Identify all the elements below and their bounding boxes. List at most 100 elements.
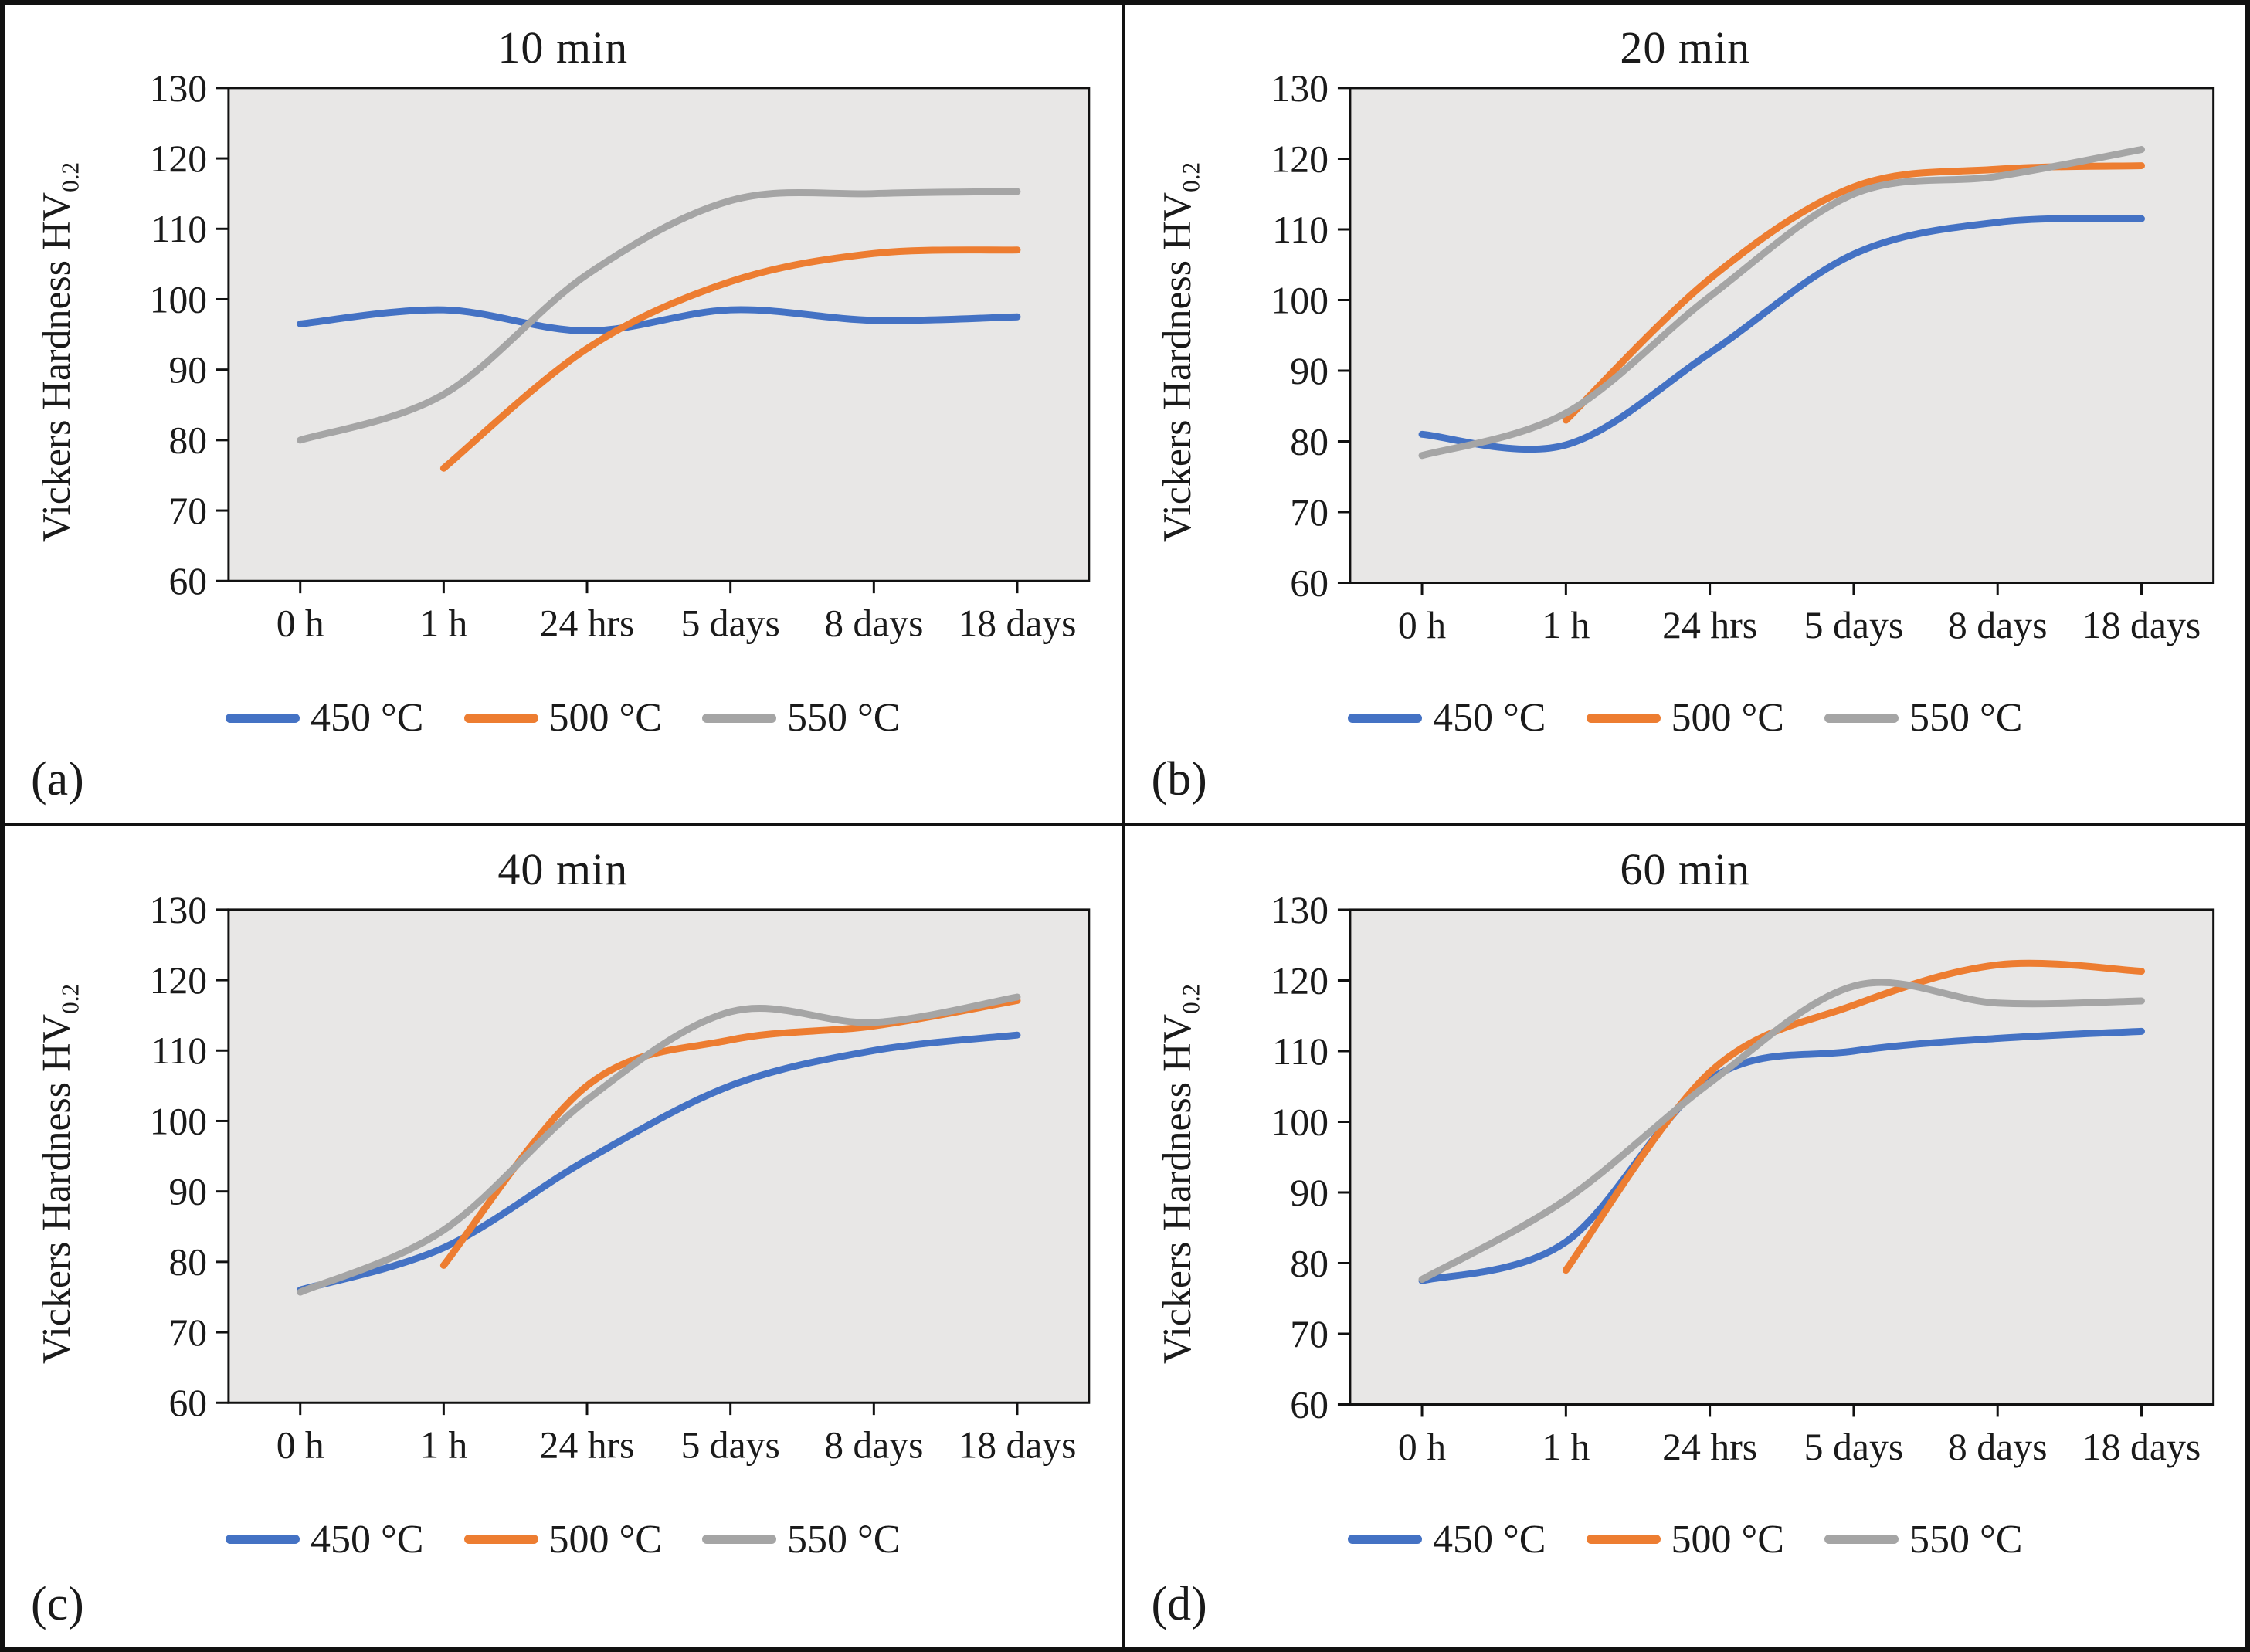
x-tick-label: 24 hrs [1662, 1426, 1757, 1468]
plot-area [227, 87, 1091, 582]
y-tick-label: 110 [1272, 209, 1329, 251]
legend-label: 500 °C [1671, 696, 1784, 740]
chart-title: 20 min [1620, 22, 1751, 73]
x-tick-label: 5 days [681, 602, 780, 645]
y-tick-label: 70 [168, 490, 207, 532]
y-tick-label: 60 [1290, 561, 1329, 604]
legend-line-swatch-550c [1824, 1535, 1899, 1544]
chart-canvas: 60 70 80 90 100 110 120 130 0 h 1 h 24 hrs 5 days 8 … [1271, 897, 2214, 1468]
y-tick-label: 110 [151, 208, 207, 250]
y-tick-label: 80 [168, 419, 207, 462]
legend-item-450c: 450 °C [1348, 1517, 1546, 1562]
y-tick-label: 100 [150, 1100, 207, 1142]
y-tick-label: 60 [1290, 1383, 1329, 1426]
legend-label: 450 °C [1433, 1517, 1546, 1562]
y-tick-label: 90 [1290, 350, 1329, 392]
x-tick-label: 0 h [1397, 1426, 1445, 1468]
legend-label: 550 °C [786, 1517, 901, 1562]
y-tick-label: 70 [168, 1311, 207, 1353]
y-tick-label: 120 [1271, 959, 1329, 1002]
legend-item-550c: 550 °C [1824, 1517, 2022, 1562]
legend-line-swatch-500c [463, 713, 538, 723]
y-tick-label: 60 [168, 1382, 207, 1424]
y-tick-label: 90 [168, 349, 207, 392]
y-tick-label: 130 [1271, 76, 1329, 110]
panel-letter: (a) [31, 752, 84, 806]
panel-b-20min: 20 min Vickers Hardness HV0.2 60 70 80 90 10… [1125, 5, 2246, 826]
series-line-550c [1418, 979, 2145, 1283]
legend-item-550c: 550 °C [1824, 695, 2022, 741]
legend-label: 450 °C [311, 1517, 424, 1562]
legend-item-500c: 500 °C [1586, 695, 1784, 741]
x-tick-label: 8 days [824, 602, 923, 645]
x-tick-label: 24 hrs [540, 602, 635, 645]
legend-line-swatch-500c [1586, 713, 1661, 723]
plot-area [1348, 87, 2214, 585]
legend-line-swatch-500c [1586, 1535, 1661, 1544]
legend-item-450c: 450 °C [226, 1517, 424, 1562]
x-tick-label: 5 days [1804, 604, 1903, 646]
chart-canvas: 60 70 80 90 100 110 120 130 0 h 1 h 24 hrs 5 days 8 … [150, 76, 1091, 645]
series-line-500c [439, 246, 1021, 472]
series-line-550c [297, 188, 1021, 444]
legend-label: 550 °C [1909, 1517, 2023, 1562]
y-tick-label: 120 [1271, 137, 1329, 180]
legend-line-swatch-450c [1348, 1535, 1423, 1544]
y-tick-label: 100 [150, 278, 207, 321]
x-tick-label: 18 days [958, 602, 1076, 645]
legend-label: 500 °C [1671, 1517, 1784, 1562]
x-tick-label: 5 days [681, 1423, 780, 1466]
series-line-550c [297, 992, 1021, 1296]
y-tick-label: 80 [168, 1240, 207, 1283]
chart-legend: 450 °C 500 °C 550 °C [1125, 695, 2246, 741]
x-tick-label: 24 hrs [540, 1423, 635, 1466]
chart-title: 60 min [1620, 843, 1751, 894]
chart-title: 10 min [497, 22, 629, 73]
legend-item-550c: 550 °C [701, 695, 901, 741]
y-tick-label: 90 [1290, 1171, 1329, 1213]
chart-title: 40 min [497, 843, 629, 894]
legend-line-swatch-500c [463, 1535, 538, 1544]
y-tick-label: 100 [1271, 279, 1329, 321]
panel-letter: (b) [1151, 752, 1207, 806]
panel-d-60min: 60 min Vickers Hardness HV0.2 60 70 80 90 10… [1125, 826, 2245, 1647]
legend-item-450c: 450 °C [226, 695, 424, 741]
legend-line-swatch-450c [226, 1535, 300, 1544]
y-tick-label: 80 [1290, 420, 1329, 463]
x-tick-label: 1 h [1542, 1426, 1590, 1468]
y-tick-label: 80 [1290, 1242, 1329, 1284]
legend-item-550c: 550 °C [701, 1517, 901, 1562]
panel-letter: (d) [1151, 1578, 1207, 1630]
x-tick-label: 18 days [2082, 604, 2201, 646]
legend-label: 550 °C [1909, 696, 2023, 740]
x-tick-label: 8 days [1947, 604, 2047, 646]
chart-legend: 450 °C 500 °C 550 °C [5, 1517, 1122, 1562]
legend-label: 500 °C [548, 1517, 662, 1562]
legend-label: 550 °C [786, 696, 901, 740]
x-tick-label: 24 hrs [1662, 604, 1757, 646]
legend-label: 450 °C [311, 696, 424, 740]
legend-line-swatch-550c [1824, 713, 1899, 723]
x-tick-label: 1 h [419, 602, 467, 645]
y-tick-label: 130 [150, 897, 207, 931]
plot-area [227, 907, 1091, 1404]
series-line-450c [297, 306, 1021, 334]
chart-legend: 450 °C 500 °C 550 °C [5, 695, 1122, 741]
legend-item-500c: 500 °C [1586, 1517, 1784, 1562]
y-tick-label: 60 [168, 560, 207, 602]
series-line-450c [1418, 1027, 2145, 1284]
y-tick-label: 110 [1272, 1030, 1329, 1072]
y-tick-label: 130 [1271, 897, 1329, 931]
chart-canvas: 60 70 80 90 100 110 120 130 0 h 1 h 24 hrs 5 days 8 … [1271, 76, 2214, 646]
y-tick-label: 100 [1271, 1101, 1329, 1143]
legend-label: 450 °C [1433, 696, 1546, 740]
legend-line-swatch-550c [701, 1535, 776, 1544]
y-tick-label: 70 [1290, 491, 1329, 534]
y-tick-label: 130 [150, 76, 207, 110]
series-line-500c [1562, 959, 2145, 1274]
panel-c-40min: 40 min Vickers Hardness HV0.2 60 70 80 90 10… [5, 826, 1125, 1647]
y-tick-label: 120 [150, 958, 207, 1001]
plot-area [1348, 907, 2214, 1406]
x-tick-label: 0 h [277, 602, 324, 645]
